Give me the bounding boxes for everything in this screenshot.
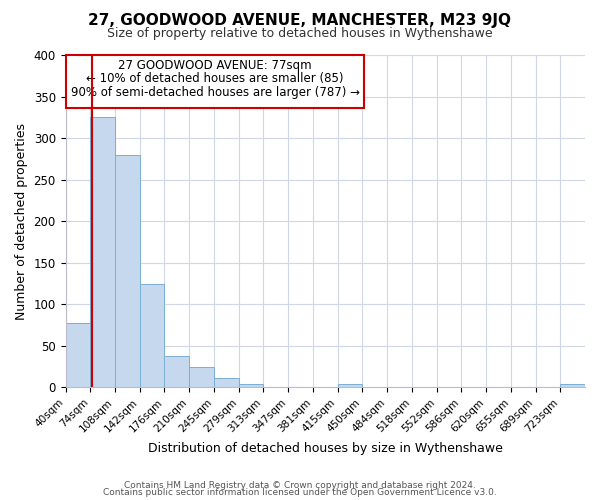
Bar bbox=[90, 118, 115, 387]
Text: 27, GOODWOOD AVENUE, MANCHESTER, M23 9JQ: 27, GOODWOOD AVENUE, MANCHESTER, M23 9JQ bbox=[89, 12, 511, 28]
Text: ← 10% of detached houses are smaller (85): ← 10% of detached houses are smaller (85… bbox=[86, 72, 344, 85]
Bar bbox=[338, 384, 362, 387]
Bar bbox=[214, 378, 239, 387]
Bar bbox=[164, 356, 189, 387]
Text: 27 GOODWOOD AVENUE: 77sqm: 27 GOODWOOD AVENUE: 77sqm bbox=[118, 60, 312, 72]
Text: Contains public sector information licensed under the Open Government Licence v3: Contains public sector information licen… bbox=[103, 488, 497, 497]
X-axis label: Distribution of detached houses by size in Wythenshawe: Distribution of detached houses by size … bbox=[148, 442, 503, 455]
Bar bbox=[65, 323, 90, 387]
Bar bbox=[66, 55, 364, 108]
Bar bbox=[239, 384, 263, 387]
Bar bbox=[560, 384, 585, 387]
Text: Contains HM Land Registry data © Crown copyright and database right 2024.: Contains HM Land Registry data © Crown c… bbox=[124, 480, 476, 490]
Bar bbox=[115, 154, 140, 387]
Y-axis label: Number of detached properties: Number of detached properties bbox=[15, 122, 28, 320]
Text: Size of property relative to detached houses in Wythenshawe: Size of property relative to detached ho… bbox=[107, 28, 493, 40]
Bar bbox=[140, 284, 164, 387]
Text: 90% of semi-detached houses are larger (787) →: 90% of semi-detached houses are larger (… bbox=[71, 86, 359, 99]
Bar bbox=[189, 367, 214, 387]
